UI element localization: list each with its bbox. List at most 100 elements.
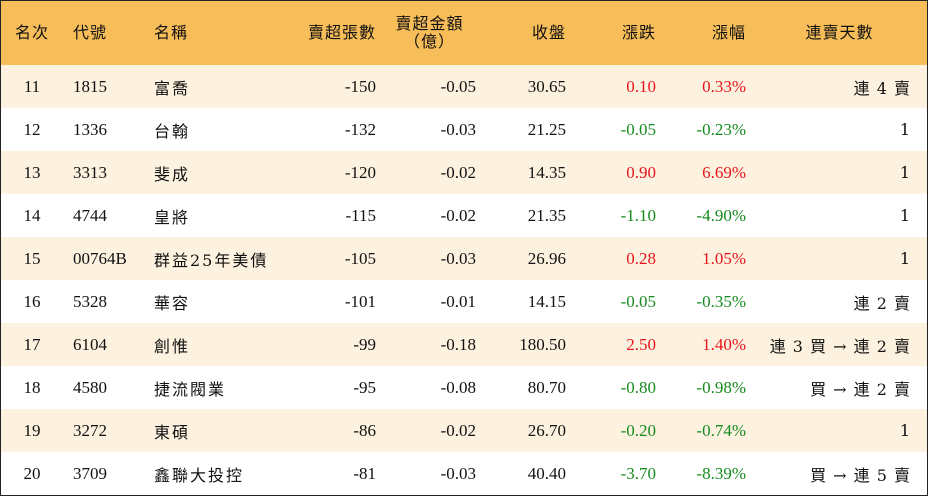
cell-close: 14.15 [527,291,566,311]
header-rank: 名次 [14,23,49,42]
cell-rank: 14 [23,205,41,225]
table-row: 20 3709 鑫聯大投控 -81 -0.03 40.40 -3.70 -8.39% 買 → 連… [1,452,927,495]
cell-net-sell-amount: -0.03 [440,463,476,483]
cell-change-pct: 0.33% [702,76,746,96]
cell-code: 4744 [73,205,107,225]
table-body: 11 1815 富喬 -150 -0.05 30.65 0.10 0.33% 連 4 賣 12 13… [1,65,927,495]
header-net-sell-lots: 賣超張數 [307,23,376,42]
cell-net-sell-lots: -115 [345,205,376,225]
cell-change-pct: -0.35% [696,291,746,311]
table-row: 13 3313 斐成 -120 -0.02 14.35 0.90 6.69% 1 [1,151,927,194]
cell-rank: 17 [23,334,41,354]
cell-name: 鑫聯大投控 [154,465,245,485]
cell-net-sell-amount: -0.18 [440,334,476,354]
table-header: 名次 代號 名稱 賣超張數 賣超金額 （億） 收盤 漲跌 漲幅 連賣天數 [1,1,927,65]
cell-code: 6104 [73,334,107,354]
cell-net-sell-amount: -0.03 [440,248,476,268]
cell-change: 0.10 [626,76,656,96]
cell-name: 東碩 [154,422,191,442]
cell-close: 21.35 [527,205,566,225]
cell-code: 3709 [73,463,107,483]
cell-name: 捷流閥業 [154,379,227,399]
cell-change-pct: -0.23% [696,119,746,139]
header-net-sell-amount: 賣超金額 （億） [382,1,482,65]
cell-change: -0.20 [620,420,656,440]
cell-net-sell-amount: -0.08 [440,377,476,397]
cell-net-sell-amount: -0.02 [440,205,476,225]
cell-change-pct: 6.69% [702,162,746,182]
cell-rank: 20 [23,463,41,483]
header-change: 漲跌 [621,23,656,42]
cell-streak-days: 連 4 賣 [853,78,911,98]
cell-net-sell-lots: -86 [353,420,376,440]
cell-streak-days: 連 2 賣 [853,293,911,313]
cell-close: 180.50 [519,334,566,354]
cell-streak-days: 1 [899,249,911,268]
cell-rank: 16 [23,291,41,311]
cell-code: 3272 [73,420,107,440]
table-row: 16 5328 華容 -101 -0.01 14.15 -0.05 -0.35% 連 2 賣 [1,280,927,323]
cell-rank: 13 [23,162,41,182]
cell-code: 00764B [73,248,127,268]
cell-name: 創惟 [154,336,191,356]
cell-net-sell-lots: -150 [344,76,376,96]
header-streak-days: 連賣天數 [805,23,874,42]
cell-net-sell-lots: -81 [353,463,376,483]
table-row: 17 6104 創惟 -99 -0.18 180.50 2.50 1.40% 連 3 買 → 連… [1,323,927,366]
header-net-sell-amount-line1: 賣超金額 [395,14,464,33]
cell-change-pct: 1.05% [702,248,746,268]
cell-code: 5328 [73,291,107,311]
header-code: 代號 [73,23,108,42]
cell-streak-days: 買 → 連 2 賣 [810,379,911,399]
cell-streak-days: 1 [899,421,911,440]
cell-net-sell-amount: -0.01 [440,291,476,311]
table-row: 19 3272 東碩 -86 -0.02 26.70 -0.20 -0.74% 1 [1,409,927,452]
header-close: 收盤 [531,23,566,42]
table-row: 15 00764B 群益25年美債 -105 -0.03 26.96 0.28 1.05% 1 [1,237,927,280]
cell-change-pct: -8.39% [696,463,746,483]
table-row: 12 1336 台翰 -132 -0.03 21.25 -0.05 -0.23% 1 [1,108,927,151]
cell-net-sell-amount: -0.02 [440,420,476,440]
table-row: 14 4744 皇將 -115 -0.02 21.35 -1.10 -4.90% 1 [1,194,927,237]
cell-rank: 12 [23,119,41,139]
cell-name: 台翰 [154,121,191,141]
cell-net-sell-amount: -0.05 [440,76,476,96]
cell-name: 皇將 [154,207,191,227]
cell-close: 21.25 [527,119,566,139]
cell-net-sell-lots: -105 [344,248,376,268]
cell-close: 30.65 [527,76,566,96]
cell-close: 40.40 [527,463,566,483]
cell-name: 群益25年美債 [154,250,269,270]
cell-change: 2.50 [626,334,656,354]
cell-rank: 11 [23,76,41,96]
cell-net-sell-lots: -132 [344,119,376,139]
cell-streak-days: 1 [899,206,911,225]
cell-name: 華容 [154,293,191,313]
cell-change-pct: 1.40% [702,334,746,354]
cell-change: -1.10 [620,205,656,225]
cell-change: -0.80 [620,377,656,397]
cell-code: 1336 [73,119,107,139]
cell-change-pct: -0.98% [696,377,746,397]
cell-rank: 18 [23,377,41,397]
cell-rank: 15 [23,248,41,268]
cell-net-sell-lots: -120 [344,162,376,182]
cell-net-sell-amount: -0.03 [440,119,476,139]
cell-net-sell-lots: -99 [353,334,376,354]
cell-net-sell-lots: -95 [353,377,376,397]
header-net-sell-amount-line2: （億） [403,32,455,51]
cell-change: -3.70 [620,463,656,483]
header-name: 名稱 [154,23,189,42]
table-row: 11 1815 富喬 -150 -0.05 30.65 0.10 0.33% 連 4 賣 [1,65,927,108]
cell-name: 富喬 [154,78,191,98]
cell-change: -0.05 [620,119,656,139]
cell-net-sell-amount: -0.02 [440,162,476,182]
cell-change-pct: -0.74% [696,420,746,440]
cell-streak-days: 買 → 連 5 賣 [810,465,911,485]
header-row: 名次 代號 名稱 賣超張數 賣超金額 （億） 收盤 漲跌 漲幅 連賣天數 [1,1,927,65]
cell-close: 80.70 [527,377,566,397]
table-row: 18 4580 捷流閥業 -95 -0.08 80.70 -0.80 -0.98% 買 → 連 … [1,366,927,409]
cell-rank: 19 [23,420,41,440]
